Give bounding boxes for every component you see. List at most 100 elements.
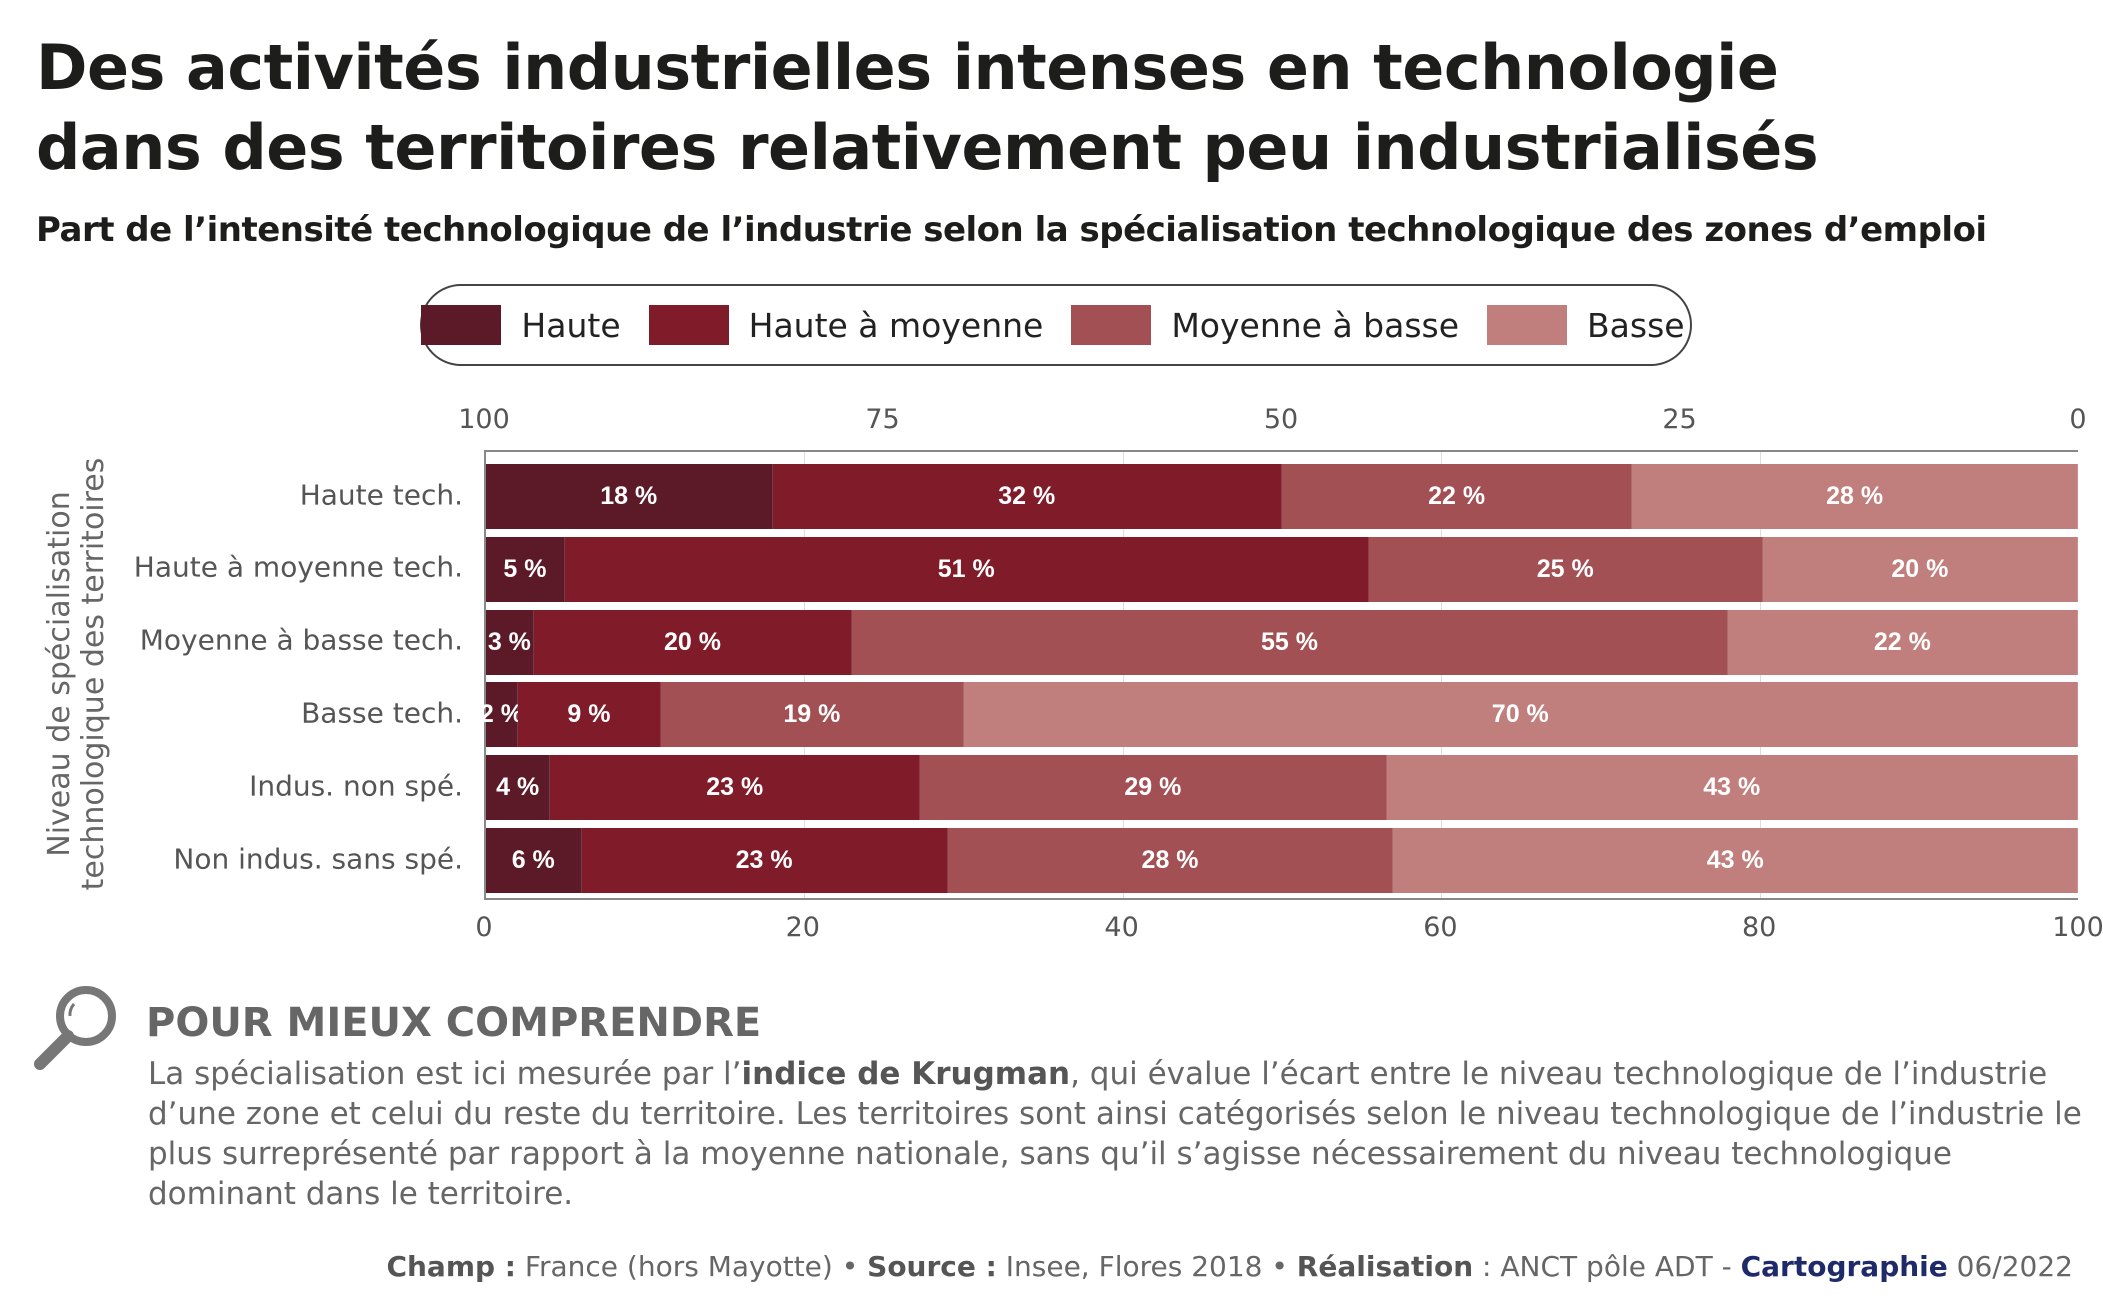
data-label: 19 % xyxy=(783,700,841,729)
gridline xyxy=(1122,452,1124,898)
data-label: 23 % xyxy=(706,773,764,802)
gridline xyxy=(804,452,806,898)
x-tick-top: 0 xyxy=(2069,404,2087,435)
data-label: 32 % xyxy=(998,482,1056,510)
data-label: 22 % xyxy=(1428,482,1486,510)
legend: Haute Haute à moyenne Moyenne à basse Basse xyxy=(420,284,1692,366)
legend-label: Haute xyxy=(521,305,621,345)
gridline xyxy=(1759,452,1761,898)
bar-segment: 4 % xyxy=(486,755,551,821)
chart-title: Des activités industrielles intenses en … xyxy=(36,28,1819,188)
footer-source-label: Source : xyxy=(867,1250,997,1283)
footer-realisation-label: Réalisation xyxy=(1296,1250,1474,1283)
data-label: 18 % xyxy=(600,482,658,510)
data-label: 43 % xyxy=(1706,846,1764,874)
x-tick-bottom: 0 xyxy=(475,912,493,943)
x-tick-bottom: 20 xyxy=(785,912,820,943)
legend-swatch xyxy=(648,305,729,345)
title-line-1: Des activités industrielles intenses en … xyxy=(36,31,1779,104)
data-label: 22 % xyxy=(1873,627,1931,656)
gridline xyxy=(1441,452,1443,898)
data-label: 23 % xyxy=(735,846,793,874)
footer-credits: Champ : France (hors Mayotte) • Source :… xyxy=(386,1250,2073,1283)
bar-segment: 43 % xyxy=(1393,828,2078,893)
bar-segment: 22 % xyxy=(1727,609,2078,675)
bar-segment: 23 % xyxy=(550,755,921,821)
x-tick-bottom: 60 xyxy=(1423,912,1458,943)
x-tick-bottom: 100 xyxy=(2052,912,2103,943)
legend-swatch xyxy=(1487,305,1568,345)
x-tick-top: 25 xyxy=(1662,404,1697,435)
bar-segment: 55 % xyxy=(852,609,1728,675)
bar-segment: 5 % xyxy=(486,536,565,602)
legend-label: Moyenne à basse xyxy=(1171,305,1460,345)
bar-segment: 70 % xyxy=(963,682,2078,748)
footer-cartographie: Cartographie xyxy=(1740,1250,1948,1283)
bar-segment: 28 % xyxy=(1632,464,2078,529)
data-label: 55 % xyxy=(1260,627,1318,656)
x-tick-top: 50 xyxy=(1263,404,1299,435)
data-label: 70 % xyxy=(1491,700,1549,729)
plot-area: 18 % 32 % 22 % 28 % 5 % 51 % 25 % 20 % 3 % 20 % 55… xyxy=(480,450,2078,900)
category-label: Indus. non spé. xyxy=(249,769,463,803)
data-label: 20 % xyxy=(663,627,721,656)
data-label: 28 % xyxy=(1826,482,1884,510)
data-label: 43 % xyxy=(1703,773,1761,802)
data-label: 51 % xyxy=(937,554,995,583)
bar-segment: 9 % xyxy=(517,682,662,748)
legend-item: Haute xyxy=(421,305,621,345)
bar-segment: 32 % xyxy=(772,464,1282,529)
category-label: Haute tech. xyxy=(299,478,463,511)
bar-segment: 20 % xyxy=(533,609,853,675)
title-line-2: dans des territoires relativement peu in… xyxy=(36,111,1819,184)
data-label: 3 % xyxy=(487,627,531,656)
legend-item: Moyenne à basse xyxy=(1071,305,1459,345)
footer-realisation-value: : ANCT pôle ADT - xyxy=(1473,1250,1741,1283)
footer-champ-label: Champ : xyxy=(386,1250,516,1283)
legend-swatch xyxy=(421,305,502,345)
bar-segment: 19 % xyxy=(661,682,964,748)
chart-subtitle: Part de l’intensité technologique de l’i… xyxy=(36,210,1987,250)
y-axis-title-line-2: technologique des territoires xyxy=(76,457,111,891)
bar-segment: 20 % xyxy=(1762,536,2078,602)
bar-segment: 22 % xyxy=(1282,464,1633,529)
legend-item: Basse xyxy=(1487,305,1685,345)
bar-segment: 25 % xyxy=(1368,536,1763,602)
footer-champ-value: France (hors Mayotte) • xyxy=(516,1250,868,1283)
x-tick-bottom: 40 xyxy=(1104,912,1139,943)
data-label: 6 % xyxy=(511,846,555,874)
data-label: 29 % xyxy=(1124,773,1182,802)
data-label: 9 % xyxy=(567,700,611,729)
note-heading: POUR MIEUX COMPRENDRE xyxy=(146,1000,762,1046)
y-axis-title-line-1: Niveau de spécialisation xyxy=(42,491,77,857)
data-label: 2 % xyxy=(479,700,523,729)
bar-segment: 3 % xyxy=(486,609,534,675)
legend-swatch xyxy=(1071,305,1152,345)
legend-label: Basse xyxy=(1587,305,1685,345)
footer-date: 06/2022 xyxy=(1947,1250,2073,1283)
data-label: 25 % xyxy=(1536,554,1594,583)
x-tick-top: 75 xyxy=(865,404,900,435)
bar-segment: 18 % xyxy=(486,464,773,529)
bar-segment: 28 % xyxy=(947,828,1394,893)
bar-segment: 6 % xyxy=(486,828,582,893)
x-tick-bottom: 80 xyxy=(1742,912,1777,943)
legend-item: Haute à moyenne xyxy=(648,305,1044,345)
footer-source-value: Insee, Flores 2018 • xyxy=(996,1250,1297,1283)
data-label: 28 % xyxy=(1141,846,1199,874)
data-label: 5 % xyxy=(503,554,547,583)
data-label: 20 % xyxy=(1891,554,1949,583)
note-paragraph: La spécialisation est ici mesurée par l’… xyxy=(148,1054,2088,1214)
bar-segment: 43 % xyxy=(1386,755,2078,821)
category-label: Haute à moyenne tech. xyxy=(133,550,463,584)
note-text-after: , qui évalue l’écart entre le niveau tec… xyxy=(148,1056,2082,1212)
magnifier-icon xyxy=(30,982,125,1072)
bar-segment: 51 % xyxy=(564,536,1369,602)
category-label: Non indus. sans spé. xyxy=(173,842,463,875)
legend-label: Haute à moyenne xyxy=(748,305,1044,345)
note-text-bold: indice de Krugman xyxy=(741,1056,1071,1092)
bar-segment: 23 % xyxy=(581,828,948,893)
category-label: Basse tech. xyxy=(301,696,463,730)
y-axis-title: Niveau de spécialisation technologique d… xyxy=(42,457,111,891)
bar-segment: 2 % xyxy=(480,682,523,748)
